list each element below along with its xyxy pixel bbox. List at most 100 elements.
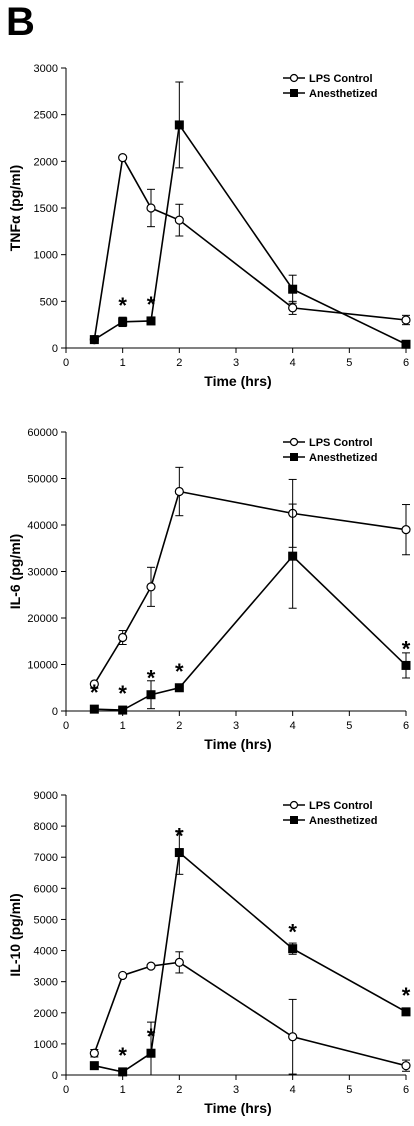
chart-tnf-anesthetized-point bbox=[146, 316, 156, 326]
chart-tnf-control-point bbox=[174, 215, 184, 225]
chart-tnf-anesthetized-point bbox=[89, 335, 99, 345]
chart-tnf-x-tick-label: 5 bbox=[346, 357, 352, 369]
chart-il6-anesthetized-point bbox=[118, 705, 128, 715]
chart-il10-y-tick-label: 5000 bbox=[34, 914, 58, 926]
chart-tnf-x-tick-label: 1 bbox=[120, 357, 126, 369]
chart-tnf-legend-control-marker bbox=[289, 73, 299, 83]
chart-il10-anesthetized-point bbox=[174, 848, 184, 858]
chart-il6-x-tick-label: 3 bbox=[233, 720, 239, 732]
chart-tnf-x-tick-label: 4 bbox=[290, 357, 296, 369]
chart-il6-significance-star: * bbox=[175, 659, 184, 684]
chart-il10-x-tick-label: 4 bbox=[290, 1084, 296, 1096]
chart-il10-significance-star: * bbox=[147, 1024, 156, 1049]
chart-il6-anesthetized-point bbox=[174, 683, 184, 693]
chart-il6-y-axis-title: IL-6 (pg/ml) bbox=[7, 534, 23, 609]
chart-il10-y-tick-label: 1000 bbox=[34, 1039, 58, 1051]
chart-il6-control-point bbox=[89, 679, 99, 689]
chart-il10-anesthetized-point bbox=[146, 1048, 156, 1058]
chart-tnf-y-axis-title: TNFα (pg/ml) bbox=[7, 165, 23, 251]
chart-tnf-significance-star: * bbox=[147, 292, 156, 317]
chart-il6-legend-control-marker bbox=[289, 437, 299, 447]
chart-il10-x-tick-label: 0 bbox=[63, 1084, 69, 1096]
chart-il10-control-line bbox=[93, 961, 407, 1067]
chart-il10-anesthetized-point bbox=[288, 944, 298, 954]
chart-il6-x-tick-label: 1 bbox=[120, 720, 126, 732]
chart-tnf-legend-anesthetized-marker bbox=[290, 89, 298, 97]
chart-il10-control-point bbox=[118, 970, 128, 981]
chart-il10-y-tick-label: 6000 bbox=[34, 883, 58, 895]
chart-tnf-control-point bbox=[288, 303, 298, 313]
chart-il10-control-point bbox=[288, 1032, 298, 1042]
chart-tnf-x-axis-title: Time (hrs) bbox=[204, 373, 271, 389]
chart-il6-y-tick-label: 0 bbox=[52, 706, 58, 718]
chart-il10-y-tick-label: 0 bbox=[52, 1070, 58, 1082]
chart-il6-control-point bbox=[401, 525, 411, 535]
chart-tnf-x-tick-label: 6 bbox=[403, 357, 409, 369]
chart-il6-x-axis-title: Time (hrs) bbox=[204, 736, 271, 752]
chart-il6-x-tick-label: 5 bbox=[346, 720, 352, 732]
chart-tnf-legend-control-label: LPS Control bbox=[309, 73, 373, 85]
chart-tnf-x-tick-label: 2 bbox=[176, 357, 182, 369]
chart-il10-y-tick-label: 7000 bbox=[34, 852, 58, 864]
chart-il10-y-tick-label: 2000 bbox=[34, 1008, 58, 1020]
chart-il6-x-tick-label: 4 bbox=[290, 720, 296, 732]
chart-il6-y-tick-label: 60000 bbox=[27, 427, 58, 439]
chart-tnf-y-tick-label: 3000 bbox=[34, 63, 58, 75]
chart-tnf-y-tick-label: 1000 bbox=[34, 250, 58, 262]
chart-il6-y-tick-label: 10000 bbox=[27, 660, 58, 672]
chart-tnf-control-point bbox=[401, 315, 411, 325]
chart-il10-legend-control-label: LPS Control bbox=[309, 800, 373, 812]
chart-il6-anesthetized-line bbox=[94, 554, 407, 711]
chart-il10-anesthetized-point bbox=[401, 1007, 411, 1017]
chart-il6-anesthetized-point bbox=[401, 660, 411, 670]
chart-il10-anesthetized-point bbox=[89, 1061, 99, 1071]
chart-il6-significance-star: * bbox=[147, 666, 156, 691]
chart-tnf-y-tick-label: 500 bbox=[40, 296, 58, 308]
chart-tnf-y-tick-label: 1500 bbox=[34, 203, 58, 215]
chart-tnf-x-tick-label: 3 bbox=[233, 357, 239, 369]
chart-il10-x-tick-label: 3 bbox=[233, 1084, 239, 1096]
chart-il10-x-tick-label: 2 bbox=[176, 1084, 182, 1096]
chart-tnf-significance-star: * bbox=[118, 293, 127, 318]
chart-il10-legend-anesthetized-label: Anesthetized bbox=[309, 815, 377, 827]
chart-il10-control-point bbox=[89, 1048, 99, 1058]
chart-il6-x-tick-label: 2 bbox=[176, 720, 182, 732]
chart-il10-control-point bbox=[401, 1061, 411, 1071]
chart-tnf-y-tick-label: 2500 bbox=[34, 110, 58, 122]
chart-tnf-legend-anesthetized-label: Anesthetized bbox=[309, 88, 377, 100]
chart-il6-anesthetized-point bbox=[288, 551, 298, 561]
chart-il6-control-point bbox=[118, 632, 128, 643]
chart-il10: 0 1000 2000 3000 4000 5000 6000 7000 8000 9000 0 1 2… bbox=[7, 790, 411, 1116]
chart-il6-y-tick-label: 40000 bbox=[27, 520, 58, 532]
chart-tnf-anesthetized-line bbox=[93, 122, 407, 345]
chart-tnf-anesthetized-point bbox=[174, 120, 184, 130]
chart-il6-significance-star: * bbox=[90, 680, 99, 705]
chart-il6-anesthetized-point bbox=[146, 690, 156, 700]
chart-il6-anesthetized-point bbox=[89, 704, 99, 714]
chart-il10-x-axis-title: Time (hrs) bbox=[204, 1100, 271, 1116]
chart-il10-x-tick-label: 5 bbox=[346, 1084, 352, 1096]
chart-tnf-anesthetized-point bbox=[118, 317, 128, 327]
chart-il10-x-tick-label: 1 bbox=[120, 1084, 126, 1096]
chart-il6-control-line bbox=[93, 490, 407, 685]
chart-tnf-anesthetized-point bbox=[288, 284, 298, 294]
chart-tnf-y-tick-label: 0 bbox=[52, 343, 58, 355]
chart-il6-significance-star: * bbox=[402, 636, 411, 661]
chart-il6-legend-control-label: LPS Control bbox=[309, 437, 373, 449]
chart-il10-significance-star: * bbox=[288, 920, 297, 945]
chart-il10-y-axis-title: IL-10 (pg/ml) bbox=[7, 893, 23, 976]
chart-il10-anesthetized-point bbox=[118, 1067, 128, 1077]
chart-il6-legend-anesthetized-marker bbox=[290, 453, 298, 461]
chart-il10-significance-star: * bbox=[175, 824, 184, 849]
chart-il10-control-point bbox=[146, 961, 156, 971]
chart-il6-control-point bbox=[146, 582, 156, 592]
chart-il6: 0 10000 20000 30000 40000 50000 60000 0 1 2 3 4 5 6 Ti… bbox=[7, 427, 411, 752]
chart-il10-significance-star: * bbox=[402, 983, 411, 1008]
chart-il10-y-tick-label: 3000 bbox=[34, 977, 58, 989]
chart-tnf-control-point bbox=[146, 203, 156, 213]
chart-il6-y-tick-label: 30000 bbox=[27, 567, 58, 579]
chart-tnf: 0 500 1000 1500 2000 2500 3000 0 1 2 3 4 5 6 Time (hrs… bbox=[7, 63, 411, 389]
chart-il6-significance-star: * bbox=[118, 681, 127, 706]
chart-il6-x-tick-label: 6 bbox=[403, 720, 409, 732]
